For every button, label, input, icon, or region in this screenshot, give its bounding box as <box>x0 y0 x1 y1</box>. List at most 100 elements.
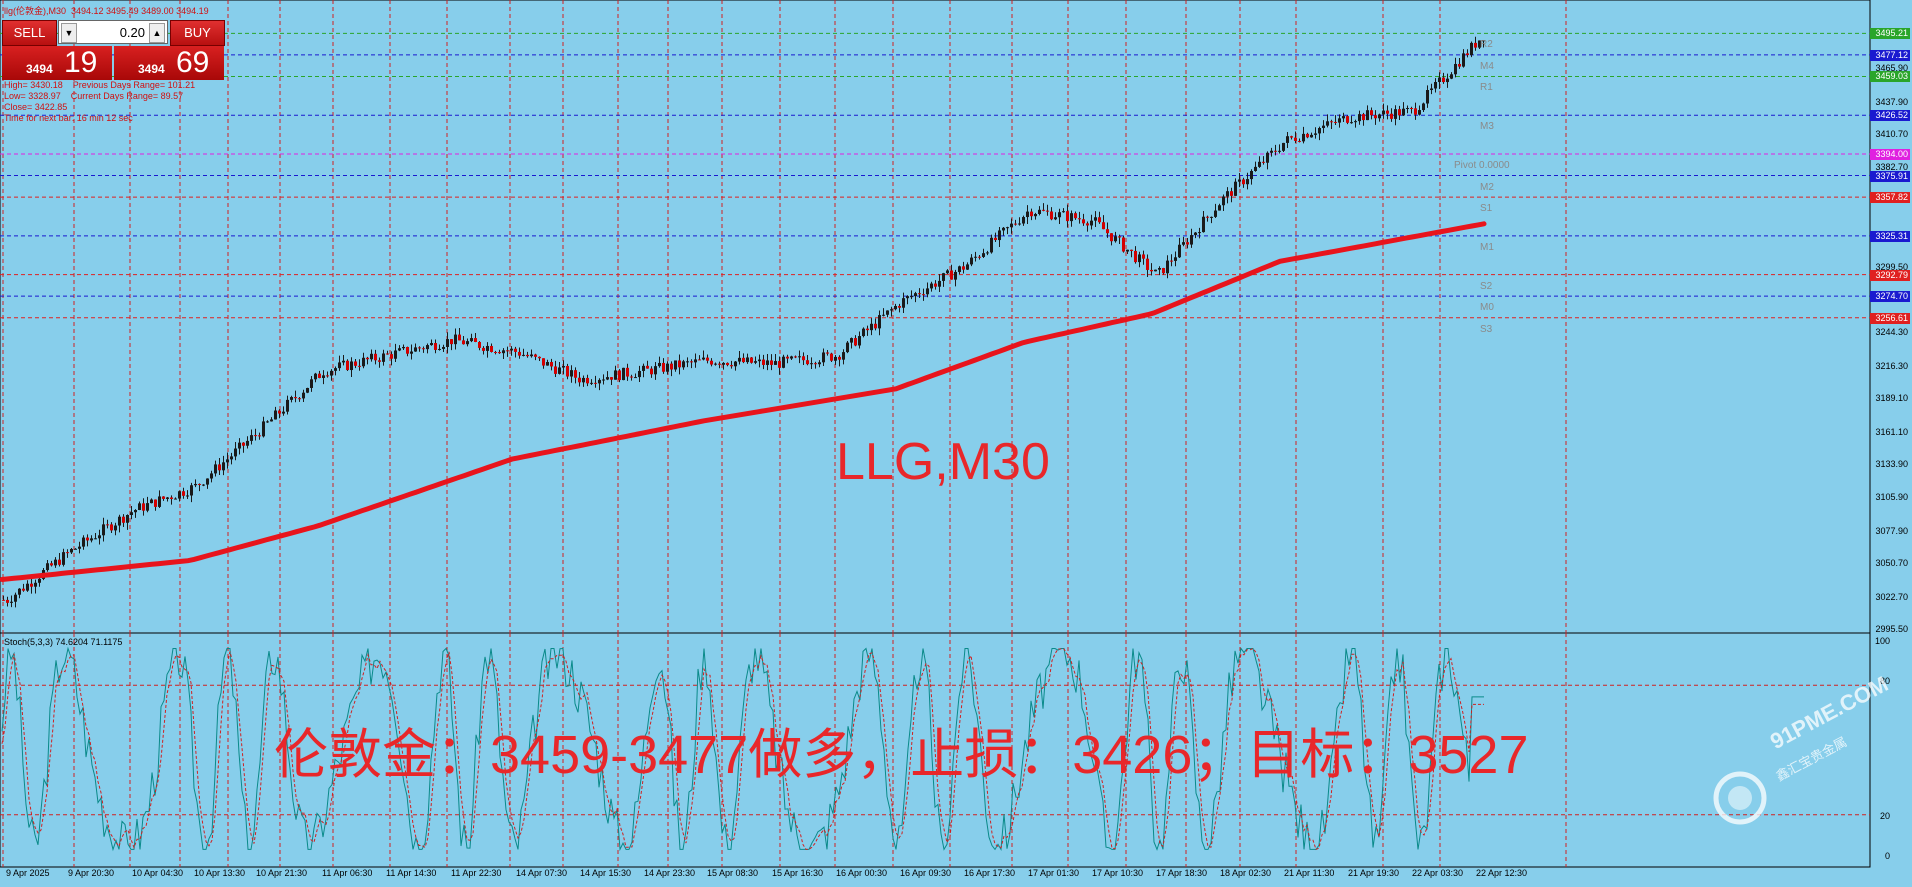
candle-body <box>6 599 9 603</box>
candle-body <box>1458 63 1461 67</box>
candle-body <box>446 339 449 347</box>
candle-body <box>1010 223 1013 228</box>
candle-body <box>1298 140 1301 142</box>
candle-body <box>482 347 485 351</box>
candle-body <box>1102 222 1105 230</box>
candle-body <box>838 356 841 360</box>
candle-body <box>850 338 853 343</box>
candle-body <box>598 379 601 384</box>
candle-body <box>702 357 705 360</box>
ask-quote[interactable]: 3494 69 <box>114 46 224 80</box>
candle-body <box>110 524 113 531</box>
candle-body <box>962 266 965 270</box>
candle-body <box>146 503 149 511</box>
candle-body <box>186 495 189 497</box>
candle-body <box>942 273 945 281</box>
candle-body <box>1278 150 1281 152</box>
time-axis-label: 16 Apr 00:30 <box>836 868 888 878</box>
candle-body <box>162 496 165 499</box>
candle-body <box>1374 115 1377 119</box>
lot-decrease-icon[interactable]: ▼ <box>61 23 77 43</box>
candle-body <box>938 280 941 287</box>
candle-body <box>1226 191 1229 197</box>
candle-body <box>1266 152 1269 163</box>
candle-body <box>1366 110 1369 121</box>
candle-body <box>678 360 681 368</box>
candle-body <box>1246 179 1249 185</box>
stochastic-panel[interactable] <box>0 633 1912 869</box>
candle-body <box>1070 213 1073 222</box>
candle-body <box>618 370 621 381</box>
candle-body <box>1134 250 1137 263</box>
time-axis-label: 14 Apr 15:30 <box>580 868 632 878</box>
info-line: Close= 3422.85 <box>4 102 68 112</box>
time-axis-label: 10 Apr 21:30 <box>256 868 308 878</box>
price-chart-area[interactable] <box>0 0 1912 633</box>
candle-body <box>554 366 557 374</box>
candle-body <box>974 256 977 258</box>
price-axis-label: 3410.70 <box>1875 129 1908 140</box>
pivot-label: M3 <box>1480 121 1494 133</box>
buy-button[interactable]: BUY <box>170 20 225 46</box>
bid-quote[interactable]: 3494 19 <box>2 46 112 80</box>
pivot-label: S1 <box>1480 203 1493 215</box>
candle-body <box>458 334 461 341</box>
candle-body <box>818 362 821 365</box>
candle-body <box>1410 108 1413 110</box>
candle-body <box>82 537 85 547</box>
sell-button[interactable]: SELL <box>2 20 57 46</box>
candle-body <box>934 283 937 287</box>
candle-body <box>542 358 545 366</box>
bid-small: 3494 <box>26 62 53 76</box>
candle-body <box>1350 122 1353 124</box>
candle-body <box>890 309 893 311</box>
candle-body <box>1198 232 1201 234</box>
candle-body <box>250 435 253 441</box>
candle-body <box>614 370 617 380</box>
candle-body <box>1218 205 1221 211</box>
candle-body <box>426 345 429 350</box>
candle-body <box>1178 244 1181 258</box>
time-axis-label: 22 Apr 12:30 <box>1476 868 1528 878</box>
candle-body <box>314 373 317 380</box>
candle-body <box>338 362 341 369</box>
candle-body <box>1290 136 1293 138</box>
candle-body <box>1306 133 1309 138</box>
time-axis-label: 15 Apr 08:30 <box>707 868 759 878</box>
candle-body <box>38 578 41 583</box>
lot-increase-icon[interactable]: ▲ <box>149 23 165 43</box>
time-axis-label: 21 Apr 19:30 <box>1348 868 1400 878</box>
candle-body <box>1482 40 1485 42</box>
candle-body <box>1338 118 1341 123</box>
lot-value[interactable]: 0.20 <box>119 25 145 40</box>
lot-size-field[interactable]: ▼ 0.20 ▲ <box>58 20 168 44</box>
candle-body <box>46 563 49 571</box>
candle-body <box>1174 257 1177 261</box>
price-axis-label: 3105.90 <box>1875 492 1908 503</box>
time-axis-label: 17 Apr 10:30 <box>1092 868 1144 878</box>
candle-body <box>1214 210 1217 217</box>
candle-body <box>1238 179 1241 182</box>
candle-body <box>94 538 97 540</box>
candle-body <box>590 382 593 384</box>
time-axis-label: 16 Apr 17:30 <box>964 868 1016 878</box>
candle-body <box>738 357 741 362</box>
candle-body <box>1126 249 1129 252</box>
candle-body <box>498 352 501 354</box>
time-axis-label: 17 Apr 18:30 <box>1156 868 1208 878</box>
candle-body <box>1250 170 1253 180</box>
candle-body <box>22 588 25 591</box>
candle-body <box>1118 236 1121 238</box>
stochastic-title: Stoch(5,3,3) 74.6204 71.1175 <box>4 637 123 647</box>
candle-body <box>1358 114 1361 122</box>
candle-body <box>66 552 69 554</box>
candle-body <box>370 353 373 360</box>
candle-body <box>1190 235 1193 245</box>
candle-body <box>1182 242 1185 245</box>
candle-body <box>406 346 409 354</box>
candle-body <box>878 315 881 329</box>
candle-body <box>914 293 917 297</box>
candle-body <box>1078 218 1081 220</box>
candle-body <box>786 356 789 359</box>
candle-body <box>1434 82 1437 89</box>
